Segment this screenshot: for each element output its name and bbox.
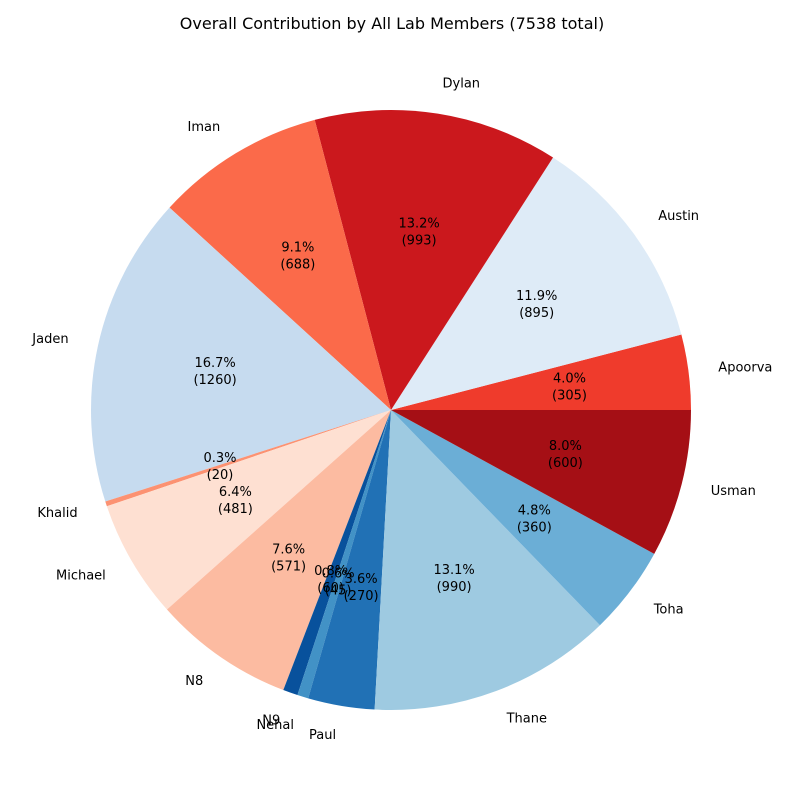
slice-label-paul: Paul (309, 728, 336, 743)
slice-name-labels: Apoorva Austin Dylan Iman Jaden Khalid Michael… (31, 77, 772, 743)
slice-label-michael: Michael (56, 569, 106, 584)
slice-value-austin: (895) (519, 306, 554, 321)
slice-label-iman: Iman (187, 120, 220, 135)
slice-value-khalid: (20) (207, 468, 234, 483)
slice-value-labels: 4.0% (305) 11.9% (895) 13.2% (993) 9.1% (688) 16… (193, 217, 587, 604)
slice-value-thane: (990) (437, 580, 472, 595)
pie-slice-michael (106, 410, 392, 610)
pie-slice-n9 (283, 410, 391, 696)
chart-title: Overall Contribution by All Lab Members … (180, 14, 604, 33)
slice-percent-michael: 6.4% (219, 485, 252, 500)
slice-label-dylan: Dylan (443, 77, 481, 92)
slice-label-thane: Thane (506, 712, 547, 727)
pie-slice-jaden (91, 207, 391, 502)
slice-value-toha: (360) (517, 521, 552, 536)
slice-value-jaden: (1260) (193, 373, 236, 388)
slice-percent-apoorva: 4.0% (553, 372, 586, 387)
pie-slice-dylan (314, 109, 554, 410)
slice-label-toha: Toha (653, 602, 684, 617)
slice-label-n9: N9 (262, 713, 280, 728)
pie-slice-nehal (297, 410, 391, 699)
slice-percent-paul: 3.6% (345, 572, 378, 587)
pie-slice-toha (391, 410, 655, 626)
pie-slice-khalid (105, 410, 391, 507)
slice-percent-thane: 13.1% (433, 563, 474, 578)
slice-percent-nehal: 0.6% (322, 567, 355, 582)
slice-label-apoorva: Apoorva (718, 361, 772, 376)
pie-slice-n8 (166, 410, 391, 690)
slice-value-n8: (571) (271, 560, 306, 575)
pie-slice-austin (391, 157, 682, 410)
slice-percent-usman: 8.0% (549, 439, 582, 454)
pie-slices (91, 109, 691, 710)
slice-label-jaden: Jaden (31, 332, 68, 347)
slice-value-iman: (688) (280, 258, 315, 273)
slice-percent-austin: 11.9% (516, 289, 557, 304)
pie-slice-usman (391, 410, 691, 554)
slice-percent-khalid: 0.3% (203, 451, 236, 466)
slice-percent-toha: 4.8% (518, 504, 551, 519)
slice-label-nehal: Nehal (256, 718, 294, 733)
pie-slice-apoorva (391, 334, 691, 410)
slice-percent-n9: 0.8% (314, 564, 347, 579)
pie-slice-iman (169, 119, 391, 411)
slice-value-dylan: (993) (402, 234, 437, 249)
slice-value-michael: (481) (218, 502, 253, 517)
slice-label-austin: Austin (658, 209, 699, 224)
slice-label-khalid: Khalid (37, 506, 77, 521)
slice-percent-dylan: 13.2% (398, 217, 439, 232)
pie-slice-thane (374, 410, 600, 710)
slice-label-n8: N8 (185, 674, 203, 689)
pie-slice-paul (308, 410, 391, 710)
slice-percent-n8: 7.6% (272, 543, 305, 558)
slice-value-paul: (270) (344, 589, 379, 604)
slice-value-n9: (60) (317, 581, 344, 596)
slice-value-nehal: (45) (325, 584, 352, 599)
slice-value-apoorva: (305) (552, 389, 587, 404)
slice-label-usman: Usman (711, 484, 756, 499)
slice-value-usman: (600) (548, 456, 583, 471)
slice-percent-jaden: 16.7% (194, 356, 235, 371)
slice-percent-iman: 9.1% (281, 241, 314, 256)
